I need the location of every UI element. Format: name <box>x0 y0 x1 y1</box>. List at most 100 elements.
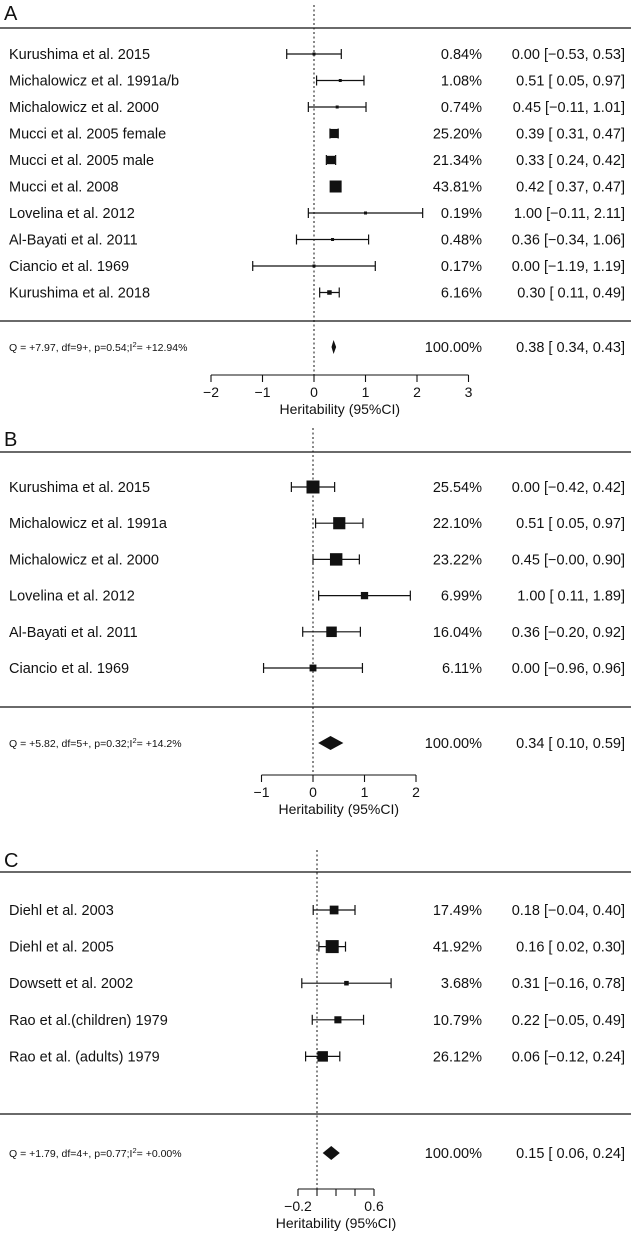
study-name: Diehl et al. 2003 <box>9 903 114 919</box>
summary-diamond <box>322 1146 340 1160</box>
point-estimate <box>312 264 316 268</box>
study-name: Lovelina et al. 2012 <box>9 206 135 222</box>
summary-row: Q = +1.79, df=4+, p=0.77;I2= +0.00% 100.0… <box>9 1146 625 1162</box>
study-row: Rao et al. (adults) 1979 26.12% 0.06 [−0.1… <box>9 1049 625 1065</box>
x-axis-title: Heritability (95%CI) <box>278 801 399 817</box>
forest-panel-a: A Kurushima et al. 2015 0.84% 0.00 [−0.53, … <box>0 3 631 417</box>
point-estimate <box>329 905 339 915</box>
study-row: Diehl et al. 2003 17.49% 0.18 [−0.04, 0.40… <box>9 903 625 919</box>
summary-estimate-ci: 0.34 [ 0.10, 0.59] <box>516 736 625 752</box>
study-weight: 10.79% <box>433 1013 482 1029</box>
study-estimate-ci: 0.51 [ 0.05, 0.97] <box>516 516 625 532</box>
point-estimate <box>334 1016 342 1024</box>
study-row: Kurushima et al. 2015 0.84% 0.00 [−0.53, 0… <box>9 47 625 63</box>
study-weight: 0.19% <box>441 206 482 222</box>
study-estimate-ci: 0.00 [−0.42, 0.42] <box>512 480 625 496</box>
study-row: Mucci et al. 2005 female 25.20% 0.39 [ 0.3… <box>9 127 625 143</box>
study-weight: 23.22% <box>433 552 482 568</box>
summary-weight: 100.00% <box>425 1146 482 1162</box>
x-tick-label: 2 <box>412 784 420 800</box>
stat-text: Q = +1.79, df=4+, p=0.77;I <box>9 1148 132 1160</box>
study-row: Al-Bayati et al. 2011 0.48% 0.36 [−0.34, 1… <box>9 233 625 249</box>
point-estimate <box>329 180 342 193</box>
point-estimate <box>327 290 332 295</box>
study-weight: 21.34% <box>433 153 482 169</box>
heterogeneity-stats: Q = +7.97, df=9+, p=0.54;I2= +12.94% <box>9 340 187 354</box>
study-name: Michalowicz et al. 2000 <box>9 100 159 116</box>
study-name: Ciancio et al. 1969 <box>9 661 129 677</box>
stat-superscript: 2 <box>132 340 136 349</box>
x-axis-title: Heritability (95%CI) <box>276 1215 397 1231</box>
study-name: Kurushima et al. 2015 <box>9 47 150 63</box>
panel-label: A <box>4 3 18 25</box>
stat-tail: = +0.00% <box>137 1148 182 1160</box>
study-weight: 25.20% <box>433 127 482 143</box>
point-estimate <box>364 211 367 215</box>
study-weight: 0.84% <box>441 47 482 63</box>
study-row: Mucci et al. 2005 male 21.34% 0.33 [ 0.24,… <box>9 153 625 169</box>
x-tick-label: −1 <box>254 784 270 800</box>
study-row: Ciancio et al. 1969 6.11% 0.00 [−0.96, 0.9… <box>9 661 625 677</box>
study-name: Michalowicz et al. 2000 <box>9 552 159 568</box>
study-weight: 0.17% <box>441 259 482 275</box>
forest-panel-b: B Kurushima et al. 2015 25.54% 0.00 [−0.42,… <box>0 428 631 817</box>
point-estimate <box>344 980 349 986</box>
study-weight: 43.81% <box>433 180 482 196</box>
study-name: Kurushima et al. 2015 <box>9 480 150 496</box>
study-name: Rao et al. (adults) 1979 <box>9 1049 160 1065</box>
study-weight: 6.11% <box>442 661 482 677</box>
study-name: Diehl et al. 2005 <box>9 940 114 956</box>
study-name: Kurushima et al. 2018 <box>9 286 150 302</box>
point-estimate <box>360 591 369 600</box>
stat-text: Q = +5.82, df=5+, p=0.32;I <box>9 738 132 750</box>
point-estimate <box>338 79 342 82</box>
study-weight: 1.08% <box>441 74 482 90</box>
study-row: Rao et al.(children) 1979 10.79% 0.22 [−0.… <box>9 1013 625 1029</box>
study-row: Michalowicz et al. 2000 0.74% 0.45 [−0.11,… <box>9 100 625 116</box>
study-name: Rao et al.(children) 1979 <box>9 1013 168 1029</box>
study-row: Kurushima et al. 2018 6.16% 0.30 [ 0.11, 0… <box>9 286 625 302</box>
study-estimate-ci: 0.45 [−0.11, 1.01] <box>513 100 625 116</box>
study-row: Lovelina et al. 2012 0.19% 1.00 [−0.11, 2.… <box>9 206 625 222</box>
study-name: Michalowicz et al. 1991a <box>9 516 168 532</box>
point-estimate <box>317 1051 328 1062</box>
point-estimate <box>335 105 339 109</box>
study-row: Lovelina et al. 2012 6.99% 1.00 [ 0.11, 1.… <box>9 589 625 605</box>
study-row: Kurushima et al. 2015 25.54% 0.00 [−0.42, … <box>9 480 625 496</box>
study-name: Ciancio et al. 1969 <box>9 259 129 275</box>
x-axis: −2 −1 0 1 2 3 Heritability (95%CI) <box>203 374 473 417</box>
study-estimate-ci: 0.51 [ 0.05, 0.97] <box>516 74 625 90</box>
study-row: Ciancio et al. 1969 0.17% 0.00 [−1.19, 1.1… <box>9 259 625 275</box>
study-name: Mucci et al. 2008 <box>9 180 119 196</box>
study-name: Lovelina et al. 2012 <box>9 589 135 605</box>
study-estimate-ci: 0.00 [−1.19, 1.19] <box>512 259 625 275</box>
panel-label: C <box>4 850 18 872</box>
study-estimate-ci: 1.00 [ 0.11, 1.89] <box>517 589 625 605</box>
study-row: Dowsett et al. 2002 3.68% 0.31 [−0.16, 0.7… <box>9 976 625 992</box>
study-estimate-ci: 0.45 [−0.00, 0.90] <box>512 552 625 568</box>
study-name: Dowsett et al. 2002 <box>9 976 133 992</box>
x-tick-label: 0 <box>310 384 318 400</box>
study-row: Michalowicz et al. 1991a 22.10% 0.51 [ 0.0… <box>9 516 625 532</box>
study-weight: 3.68% <box>441 976 482 992</box>
study-estimate-ci: 0.22 [−0.05, 0.49] <box>512 1013 625 1029</box>
study-estimate-ci: 1.00 [−0.11, 2.11] <box>514 206 625 222</box>
x-tick-label: 2 <box>413 384 421 400</box>
study-weight: 25.54% <box>433 480 482 496</box>
point-estimate <box>312 52 316 56</box>
summary-estimate-ci: 0.15 [ 0.06, 0.24] <box>516 1146 625 1162</box>
point-estimate <box>329 128 339 139</box>
point-estimate <box>333 517 346 530</box>
x-axis: −1 0 1 2 Heritability (95%CI) <box>254 774 420 817</box>
study-name: Al-Bayati et al. 2011 <box>9 233 138 249</box>
x-tick-label: 0.6 <box>364 1198 384 1214</box>
x-tick-label: 1 <box>361 784 369 800</box>
study-name: Mucci et al. 2005 female <box>9 127 166 143</box>
study-estimate-ci: 0.36 [−0.20, 0.92] <box>512 625 625 641</box>
summary-estimate-ci: 0.38 [ 0.34, 0.43] <box>516 340 625 356</box>
point-estimate <box>326 626 337 638</box>
summary-weight: 100.00% <box>425 340 482 356</box>
study-estimate-ci: 0.39 [ 0.31, 0.47] <box>516 127 625 143</box>
